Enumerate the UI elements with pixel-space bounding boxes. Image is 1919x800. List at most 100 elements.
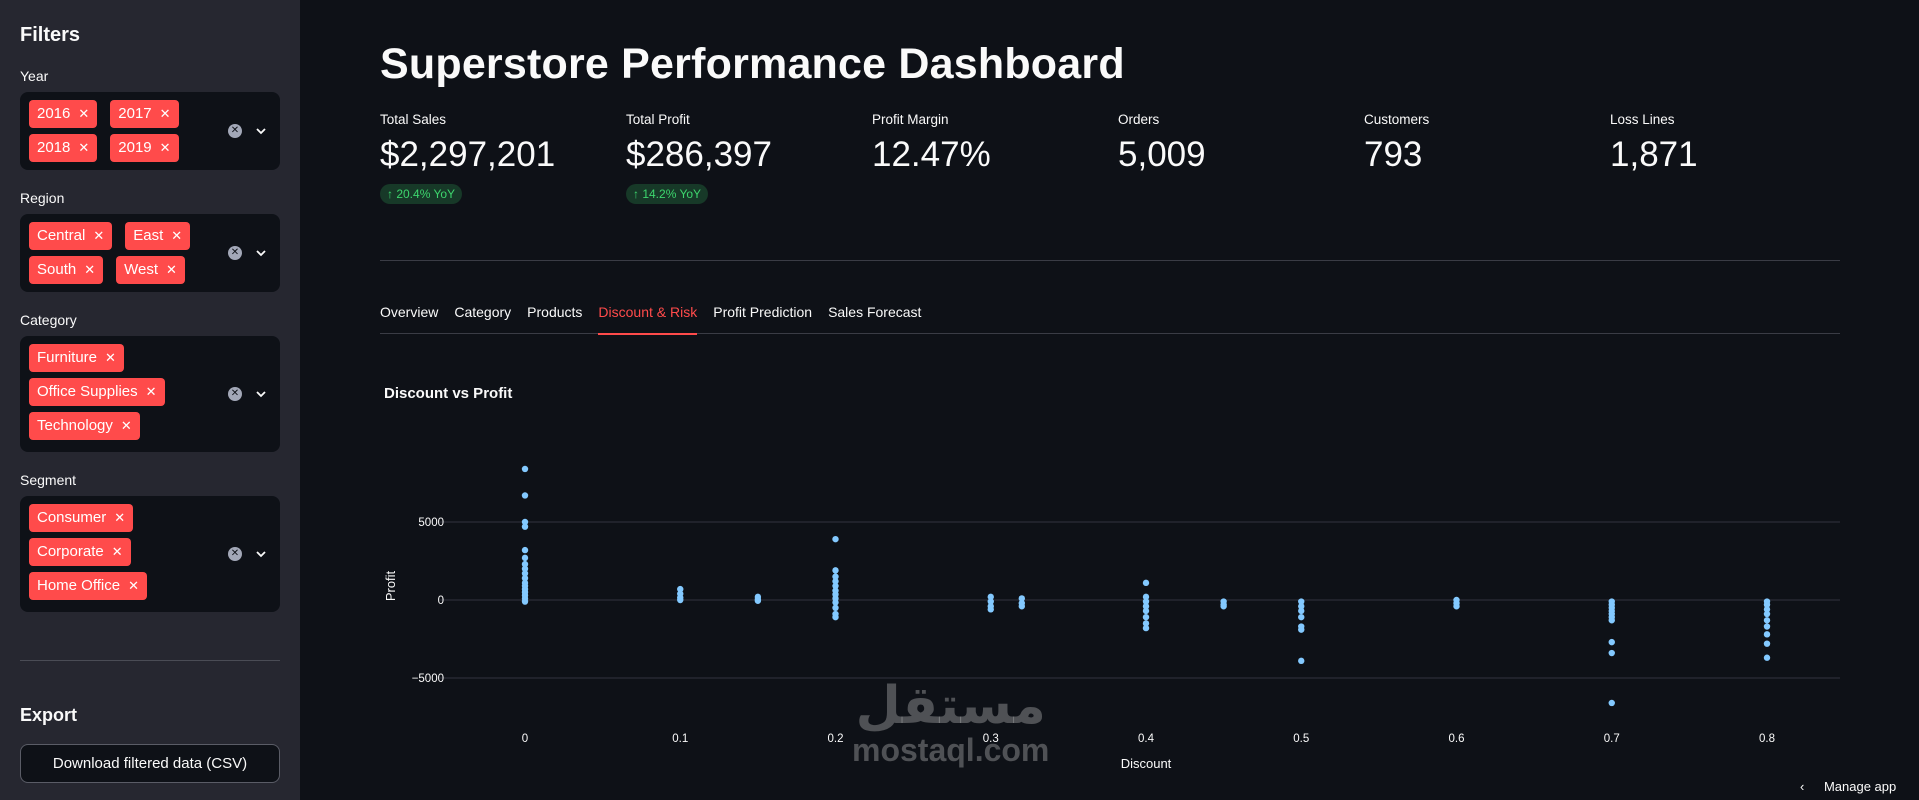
region-tags: Central ✕ East ✕ South ✕ West ✕ xyxy=(29,219,224,287)
scatter-point xyxy=(1298,598,1305,605)
scatter-point xyxy=(521,518,529,526)
clear-all-icon[interactable]: ✕ xyxy=(228,246,242,260)
scatter-point xyxy=(754,597,762,604)
metric-delta-badge: ↑ 14.2% YoY xyxy=(626,184,709,204)
scatter-point xyxy=(1142,613,1150,621)
metric-value: $2,297,201 xyxy=(380,135,556,174)
remove-tag-icon[interactable]: ✕ xyxy=(78,140,90,155)
scatter-point xyxy=(677,590,684,597)
scatter-point xyxy=(1298,657,1305,665)
scatter-point xyxy=(521,595,529,602)
scatter-point xyxy=(1018,595,1025,602)
scatter-point xyxy=(1608,613,1615,621)
remove-tag-icon[interactable]: ✕ xyxy=(159,106,171,121)
clear-all-icon[interactable]: ✕ xyxy=(228,547,242,561)
metric-delta-badge: ↑ 20.4% YoY xyxy=(380,184,463,204)
region-multiselect[interactable]: Central ✕ East ✕ South ✕ West ✕ ✕ xyxy=(20,214,280,292)
chevron-down-icon[interactable] xyxy=(256,549,266,559)
x-tick-label: 0.7 xyxy=(1604,733,1620,745)
y-axis-title: Profit xyxy=(383,570,398,601)
scatter-point xyxy=(1453,599,1460,607)
scatter-point xyxy=(832,573,839,580)
scatter-point xyxy=(1763,606,1771,613)
scatter-point xyxy=(1763,598,1771,605)
tab-discount-risk[interactable]: Discount & Risk xyxy=(598,300,697,335)
scatter-point xyxy=(1763,654,1771,661)
remove-tag-icon[interactable]: ✕ xyxy=(84,262,96,277)
clear-all-icon[interactable]: ✕ xyxy=(228,124,242,138)
metric-value: 5,009 xyxy=(1118,135,1206,174)
scatter-point xyxy=(1298,623,1305,630)
remove-tag-icon[interactable]: ✕ xyxy=(78,106,90,121)
chevron-down-icon[interactable] xyxy=(256,126,266,136)
metric-value: $286,397 xyxy=(626,135,772,174)
chart-title: Discount vs Profit xyxy=(384,385,513,402)
scatter-point xyxy=(521,560,529,568)
remove-tag-icon[interactable]: ✕ xyxy=(114,510,126,525)
tab-products[interactable]: Products xyxy=(527,304,583,320)
remove-tag-icon[interactable]: ✕ xyxy=(105,350,116,365)
remove-tag-icon[interactable]: ✕ xyxy=(120,418,132,433)
remove-tag-icon[interactable]: ✕ xyxy=(166,262,177,277)
scatter-point xyxy=(1608,598,1615,605)
scatter-point xyxy=(1220,598,1227,605)
remove-tag-icon[interactable]: ✕ xyxy=(159,140,171,155)
tag-segment: Home Office ✕ xyxy=(29,572,147,600)
remove-tag-icon[interactable]: ✕ xyxy=(145,384,157,399)
segment-tags: Consumer ✕ Corporate ✕ Home Office ✕ xyxy=(29,501,224,603)
chevron-down-icon[interactable] xyxy=(256,248,266,258)
tab-category[interactable]: Category xyxy=(454,304,512,320)
scatter-point xyxy=(832,567,839,574)
section-divider xyxy=(380,260,1840,261)
scatter-point xyxy=(1763,631,1771,638)
tab-sales-forecast[interactable]: Sales Forecast xyxy=(828,304,922,320)
scatter-point xyxy=(832,599,839,606)
scatter-point xyxy=(521,579,529,587)
scatter-point xyxy=(1453,596,1460,604)
segment-multiselect[interactable]: Consumer ✕ Corporate ✕ Home Office ✕ ✕ xyxy=(20,496,280,612)
tag-category: Technology ✕ xyxy=(29,412,140,440)
remove-tag-icon[interactable]: ✕ xyxy=(93,228,105,243)
tab-overview[interactable]: Overview xyxy=(380,304,439,320)
watermark-latin: mostaql.com xyxy=(852,732,1050,768)
tag-year: 2016 ✕ xyxy=(29,100,98,128)
clear-all-icon[interactable]: ✕ xyxy=(228,387,242,401)
chevron-down-icon[interactable] xyxy=(256,389,266,399)
scatter-point xyxy=(521,585,529,593)
download-csv-button[interactable]: Download filtered data (CSV) xyxy=(20,744,280,783)
scatter-point xyxy=(521,574,529,582)
scatter-point xyxy=(1608,610,1615,618)
manage-app-button[interactable]: ‹ Manage app xyxy=(1800,779,1896,794)
scatter-point xyxy=(1608,607,1615,615)
scatter-point xyxy=(1763,623,1771,630)
x-tick-label: 0.5 xyxy=(1293,733,1309,745)
page-title: Superstore Performance Dashboard xyxy=(380,40,1125,88)
scatter-point xyxy=(1142,624,1150,632)
scatter-point xyxy=(1142,579,1150,587)
metric-label: Customers xyxy=(1364,112,1430,127)
tab-profit-prediction[interactable]: Profit Prediction xyxy=(713,304,813,320)
tag-segment: Consumer ✕ xyxy=(29,504,134,532)
metric-total-sales: Total Sales $2,297,201 ↑ 20.4% YoY xyxy=(380,112,620,204)
scatter-point xyxy=(1220,601,1227,608)
metric-orders: Orders 5,009 xyxy=(1118,112,1358,175)
metric-label: Loss Lines xyxy=(1610,112,1675,127)
scatter-point xyxy=(1608,617,1615,624)
metric-label: Profit Margin xyxy=(872,112,949,127)
remove-tag-icon[interactable]: ✕ xyxy=(128,578,139,593)
scatter-point xyxy=(677,596,684,604)
remove-tag-icon[interactable]: ✕ xyxy=(111,544,123,559)
tag-segment: Corporate ✕ xyxy=(29,538,131,566)
scatter-point xyxy=(1298,626,1305,633)
scatter-point xyxy=(521,465,529,473)
category-multiselect[interactable]: Furniture ✕ Office Supplies ✕ Technology ✕ … xyxy=(20,336,280,452)
scatter-point xyxy=(521,589,529,596)
scatter-point xyxy=(832,610,839,618)
remove-tag-icon[interactable]: ✕ xyxy=(171,228,183,243)
scatter-point xyxy=(521,565,529,572)
scatter-point xyxy=(1018,603,1025,610)
scatter-point xyxy=(832,535,839,543)
metric-label: Total Profit xyxy=(626,112,690,127)
year-multiselect[interactable]: 2016 ✕ 2017 ✕ 2018 ✕ 2019 ✕ ✕ xyxy=(20,92,280,170)
tag-region: East ✕ xyxy=(125,222,191,250)
